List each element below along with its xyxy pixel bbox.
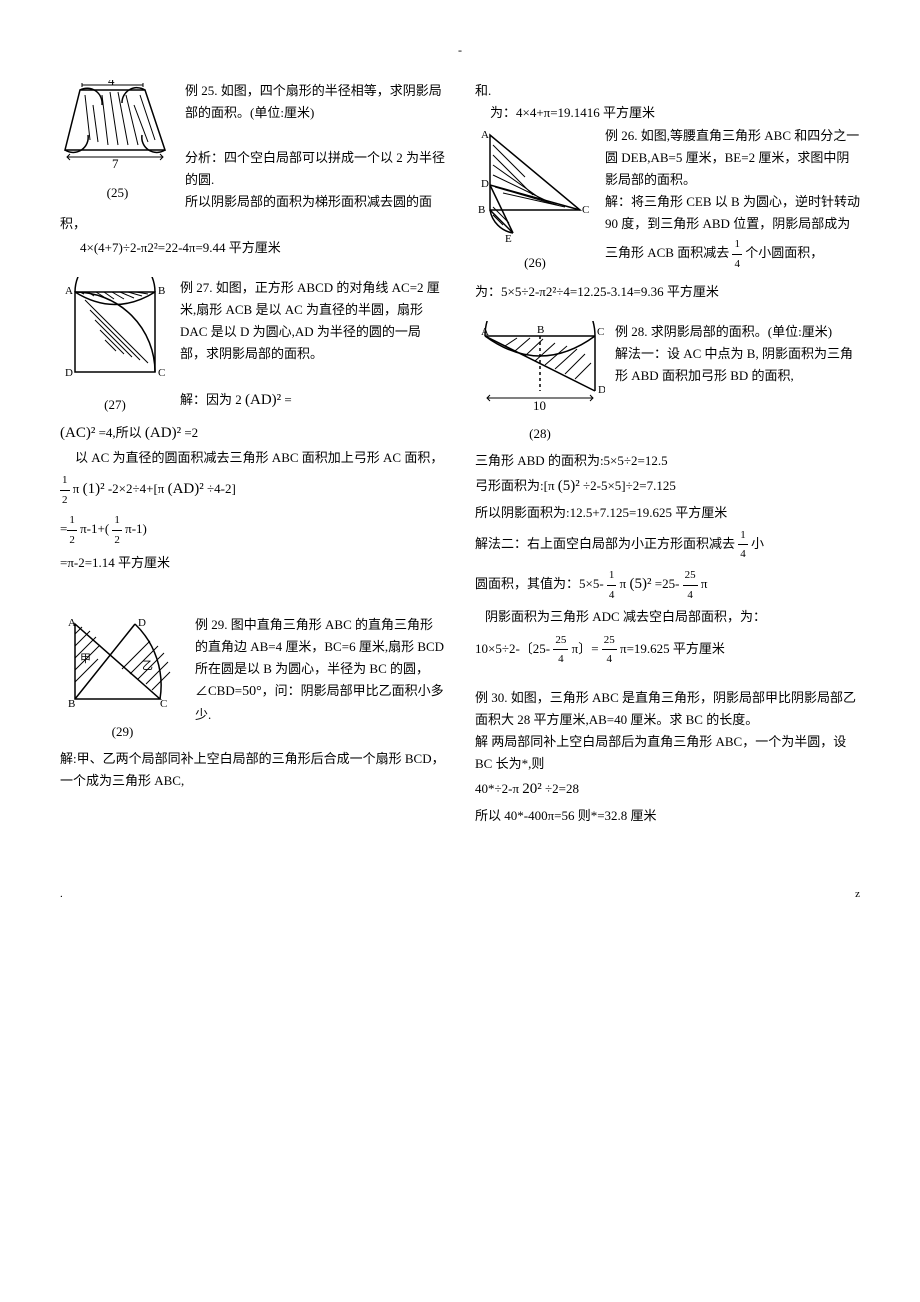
fig27-c: C (158, 367, 165, 379)
fig27-b: B (158, 285, 165, 297)
fig28-d: D (598, 384, 605, 396)
ex27-text3: =4,所以 (99, 425, 142, 440)
ex28-text5: 所以阴影面积为:12.5+7.125=19.625 平方厘米 (475, 502, 860, 524)
ex25-title: 例 25. (185, 83, 218, 98)
fig25-label: (25) (60, 182, 175, 204)
page-dash: - (60, 40, 860, 60)
ex28-text8: 阴影面积为三角形 ADC 减去空白局部面积，为： (475, 606, 860, 628)
ex27-eq1: = (284, 392, 291, 407)
fig26-c: C (582, 204, 589, 216)
fig27-a: A (65, 285, 73, 297)
ex29-text2: 解:甲、乙两个局部同补上空白局部的三角形后合成一个扇形 BCD，一个成为三角形 … (60, 748, 445, 792)
ex27-ad2b: (AD)² (145, 425, 181, 441)
ex30-wei: 为：4×4+π=19.1416 平方厘米 (475, 102, 860, 124)
ex28-text9: 10×5÷2-〔25- 254 π〕= 254 π=19.625 平方厘米 (475, 631, 860, 669)
example-28: A B C D 10 (28) 例 28. 求阴影局部的面积。(单位:厘米) 解… (475, 321, 860, 669)
right-column: 和. 为：4×4+π=19.1416 平方厘米 (475, 80, 860, 845)
ex27-text2: 解：因为 2 (180, 392, 242, 407)
ex30-text1: 如图，三角形 ABC 是直角三角形，阴影局部甲比阴影局部乙面积大 28 平方厘米… (475, 690, 856, 727)
ex30-text2: 解 两局部同补上空白局部后为直角三角形 ABC，一个为半圆，设 BC 长为*,则 (475, 731, 860, 775)
footer-right: z (855, 885, 860, 904)
ex30-title: 例 30. (475, 690, 508, 705)
fig28-c: C (597, 326, 604, 338)
ex27-title: 例 27. (180, 280, 213, 295)
fig25-top-label: 4 (108, 80, 115, 88)
fig29-c: C (160, 698, 167, 710)
figure-29: A D B C 甲 乙 (29) (60, 614, 185, 743)
fig28-label: (28) (475, 423, 605, 445)
fig25-bottom-label: 7 (112, 156, 119, 171)
ex30-formula: 40*÷2-π 20² ÷2=28 (475, 777, 860, 803)
example-27: A B C D (27) 例 27. 如图，正方形 ABCD 的对角线 AC=2… (60, 277, 445, 574)
example-26: A B C D E (26) 例 26. 如图,等腰直角三角形 ABC 和四分之… (475, 125, 860, 303)
ex26-text1: 如图,等腰直角三角形 ABC 和四分之一圆 DEB,AB=5 厘米，BE=2 厘… (605, 128, 859, 187)
ex27-formula2: =12 π-1+( 12 π-1) (60, 511, 445, 549)
fig28-a: A (481, 326, 489, 338)
ex28-title: 例 28. (615, 324, 648, 339)
ex25-text1: 如图，四个扇形的半径相等，求阴影局部的面积。(单位:厘米) (185, 83, 442, 120)
ex28-formula4: 弓形面积为:[π (5)² ÷2-5×5]÷2=7.125 (475, 474, 860, 500)
figure-28: A B C D 10 (28) (475, 321, 605, 445)
ex26-formula: 为：5×5÷2-π2²÷4=12.25-3.14=9.36 平方厘米 (475, 281, 860, 303)
fig26-d: D (481, 178, 489, 190)
ex30-he: 和. (475, 80, 860, 102)
ex27-ad2a: (AD)² (245, 392, 281, 408)
fig28-b: B (537, 324, 544, 336)
fig29-d: D (138, 617, 146, 629)
footer: . z (60, 885, 860, 904)
ex29-title: 例 29. (195, 617, 228, 632)
fig29-label: (29) (60, 721, 185, 743)
main-columns: 4 7 (25) 例 25. 如图，四个扇形的半径相等，求阴影局部的面积。(单位… (60, 80, 860, 845)
figure-26: A B C D E (26) (475, 125, 595, 274)
fig29-yi: 乙 (142, 659, 153, 672)
fig27-d: D (65, 367, 73, 379)
example-25: 4 7 (25) 例 25. 如图，四个扇形的半径相等，求阴影局部的面积。(单位… (60, 80, 445, 259)
ex27-ac2: (AC)² (60, 425, 95, 441)
fig29-a: A (68, 617, 76, 629)
example-30: 例 30. 如图，三角形 ABC 是直角三角形，阴影局部甲比阴影局部乙面积大 2… (475, 687, 860, 827)
ex28-text1: 求阴影局部的面积。(单位:厘米) (651, 324, 832, 339)
fig26-e: E (505, 233, 512, 245)
fig26-b: B (478, 204, 485, 216)
example-29: A D B C 甲 乙 (29) 例 29. 图中直角三角形 ABC 的直角三角… (60, 614, 445, 792)
fig29-b: B (68, 698, 75, 710)
ex28-text3: 三角形 ABD 的面积为:5×5÷2=12.5 (475, 450, 860, 472)
ex27-formula1: 12 π (1)² -2×2÷4+[π (AD)² ÷4-2] (60, 471, 445, 509)
ex25-text2: 分析：四个空白局部可以拼成一个以 2 为半径的圆. (185, 150, 445, 187)
ex27-text4: 以 AC 为直径的圆面积减去三角形 ABC 面积加上弓形 AC 面积， (60, 447, 445, 469)
ex29-angle: 50° (242, 684, 262, 699)
ex27-text1: 如图，正方形 ABCD 的对角线 AC=2 厘米,扇形 ACB 是以 AC 为直… (180, 280, 440, 361)
ex28-text2: 解法一：设 AC 中点为 B, 阴影面积为三角形 ABD 面积加弓形 BD 的面… (615, 346, 853, 383)
fig27-label: (27) (60, 394, 170, 416)
fig29-jia: 甲 (80, 653, 91, 665)
ex28-text6: 解法二：右上面空白局部为小正方形面积减去 14 小 (475, 526, 860, 564)
fig28-10: 10 (533, 398, 546, 413)
ex25-formula: 4×(4+7)÷2-π2²=22-4π=9.44 平方厘米 (60, 237, 445, 259)
ex26-text2b: 个小圆面积， (745, 245, 823, 260)
ex27-formula3: =π-2=1.14 平方厘米 (60, 552, 445, 574)
fig26-a: A (481, 129, 489, 141)
ex30-text3: 所以 40*-400π=56 则*=32.8 厘米 (475, 805, 860, 827)
ex27-text3b: =2 (184, 425, 198, 440)
figure-25: 4 7 (25) (60, 80, 175, 204)
ex26-title: 例 26. (605, 128, 638, 143)
fig26-label: (26) (475, 252, 595, 274)
ex28-text7: 圆面积，其值为：5×5- 14 π (5)² =25- 254 π (475, 566, 860, 604)
footer-left: . (60, 885, 63, 904)
left-column: 4 7 (25) 例 25. 如图，四个扇形的半径相等，求阴影局部的面积。(单位… (60, 80, 445, 845)
figure-27: A B C D (27) (60, 277, 170, 416)
